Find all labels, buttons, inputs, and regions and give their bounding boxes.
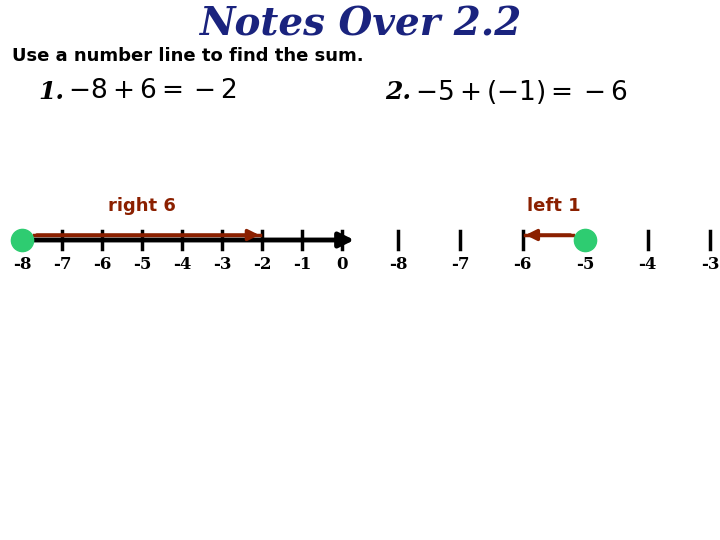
Text: -2: -2 xyxy=(253,256,271,273)
Text: 0: 0 xyxy=(336,256,348,273)
Text: -1: -1 xyxy=(293,256,311,273)
Text: -3: -3 xyxy=(701,256,719,273)
Text: -8: -8 xyxy=(389,256,408,273)
Text: 1.: 1. xyxy=(38,80,64,104)
Text: $-5+(-1)=-6$: $-5+(-1)=-6$ xyxy=(415,78,628,106)
Text: -6: -6 xyxy=(513,256,532,273)
Text: -8: -8 xyxy=(13,256,31,273)
Text: -3: -3 xyxy=(212,256,231,273)
Text: -4: -4 xyxy=(173,256,192,273)
Text: -4: -4 xyxy=(639,256,657,273)
Text: $-8+6=-2$: $-8+6=-2$ xyxy=(68,78,237,103)
Text: -7: -7 xyxy=(451,256,469,273)
Text: Use a number line to find the sum.: Use a number line to find the sum. xyxy=(12,47,364,65)
Text: -7: -7 xyxy=(53,256,71,273)
Text: -5: -5 xyxy=(132,256,151,273)
Text: 2.: 2. xyxy=(385,80,411,104)
Text: -6: -6 xyxy=(93,256,111,273)
Text: -5: -5 xyxy=(576,256,595,273)
Text: left 1: left 1 xyxy=(527,197,581,215)
Text: right 6: right 6 xyxy=(108,197,176,215)
Text: Notes Over 2.2: Notes Over 2.2 xyxy=(199,5,521,43)
